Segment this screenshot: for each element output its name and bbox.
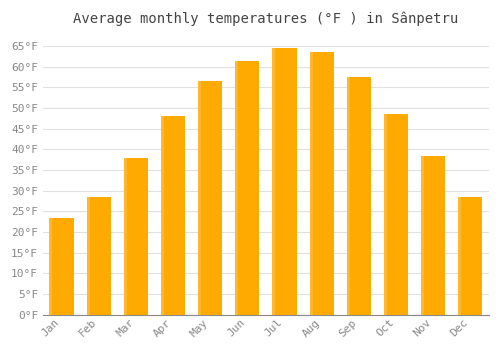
Bar — [384, 114, 387, 315]
Title: Average monthly temperatures (°F ) in Sânpetru: Average monthly temperatures (°F ) in Sâ… — [74, 11, 458, 26]
Bar — [236, 61, 260, 315]
Bar — [310, 52, 312, 315]
Bar — [421, 156, 445, 315]
Bar — [347, 77, 350, 315]
Bar — [161, 116, 185, 315]
Bar — [421, 156, 424, 315]
Bar — [310, 52, 334, 315]
Bar — [458, 197, 461, 315]
Bar — [50, 218, 52, 315]
Bar — [272, 48, 276, 315]
Bar — [161, 116, 164, 315]
Bar — [86, 197, 90, 315]
Bar — [198, 81, 222, 315]
Bar — [236, 61, 238, 315]
Bar — [198, 81, 201, 315]
Bar — [124, 158, 148, 315]
Bar — [458, 197, 482, 315]
Bar — [124, 158, 127, 315]
Bar — [86, 197, 111, 315]
Bar — [272, 48, 296, 315]
Bar — [347, 77, 371, 315]
Bar — [50, 218, 74, 315]
Bar — [384, 114, 408, 315]
